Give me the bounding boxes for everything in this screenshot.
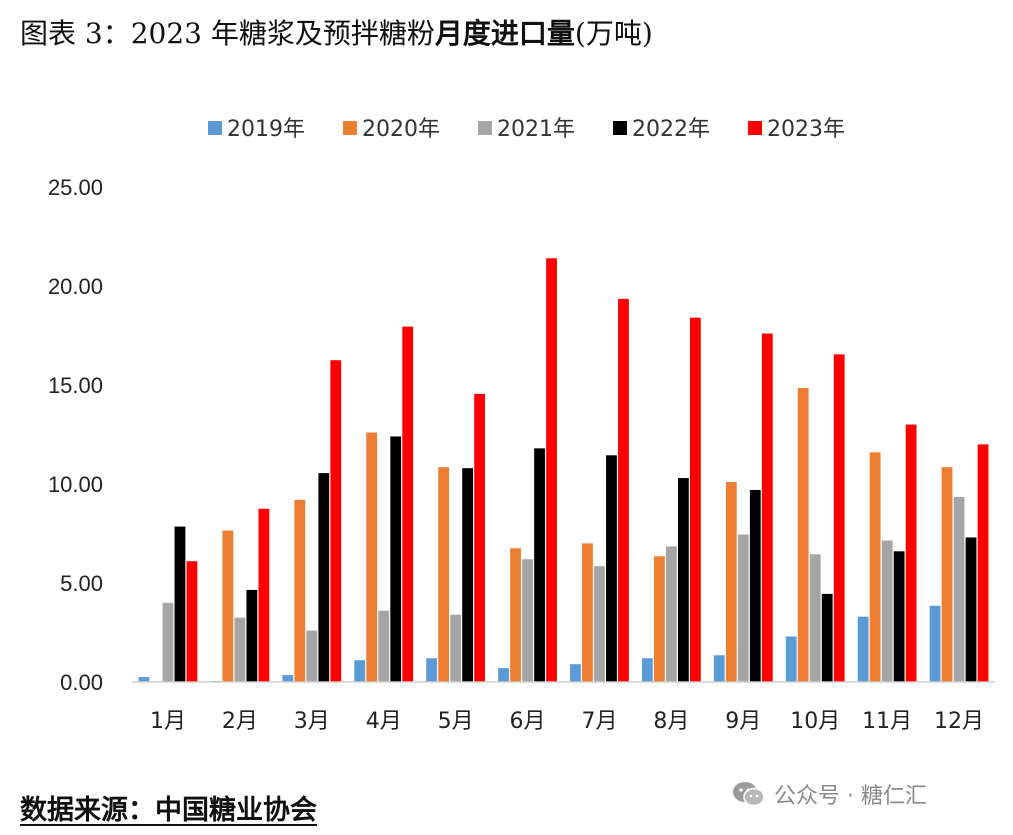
bar-2022年-9月 [749,489,761,682]
bar-2019年-3月 [282,675,294,682]
x-tick-label: 9月 [725,709,761,734]
x-tick-label: 6月 [510,709,546,734]
title-bold: 月度进口量 [434,17,575,50]
x-tick-label: 10月 [790,709,840,734]
bar-2023年-4月 [402,326,414,682]
bar-2022年-1月 [174,526,186,682]
title-suffix: (万吨) [574,17,653,50]
wechat-icon [733,782,765,807]
bar-2020年-5月 [438,467,450,682]
y-tick-label: 0.00 [60,670,103,695]
bar-2023年-8月 [689,317,701,682]
bar-2023年-10月 [833,354,845,682]
page-title: 图表 3：2023 年糖浆及预拌糖粉月度进口量(万吨) [20,12,653,52]
bar-2021年-12月 [953,496,965,682]
legend-label: 2021年 [497,117,575,142]
legend-label: 2019年 [227,117,305,142]
bar-2023年-1月 [186,561,198,682]
bar-2020年-6月 [510,548,521,682]
bar-2022年-7月 [606,455,617,682]
bar-2019年-4月 [354,660,366,682]
bar-2019年-11月 [857,616,869,682]
bar-2021年-10月 [809,554,821,682]
x-tick-label: 5月 [438,709,474,734]
bar-2023年-9月 [761,333,773,682]
x-tick-label: 11月 [862,709,912,734]
y-tick-label: 20.00 [48,274,103,299]
bar-2023年-2月 [258,508,270,682]
y-tick-label: 5.00 [60,571,103,596]
legend-swatch-2023年 [748,121,762,135]
bar-2021年-1月 [162,602,174,682]
bar-2021年-7月 [594,566,605,682]
bar-2019年-7月 [570,664,581,682]
bar-2021年-6月 [522,559,533,682]
bar-2023年-7月 [618,298,629,682]
bar-2021年-2月 [234,617,246,682]
bar-2020年-3月 [294,499,306,682]
bar-2019年-6月 [498,668,509,682]
bar-2020年-7月 [582,543,593,682]
bar-2023年-11月 [905,424,917,682]
legend: 2019年 2020年 2021年 2022年 2023年 [208,117,845,142]
title-prefix: 图表 3：2023 年糖浆及预拌糖粉 [20,17,435,50]
x-tick-label: 4月 [366,709,402,734]
bar-2022年-8月 [677,478,689,682]
legend-swatch-2020年 [343,121,357,135]
bar-2022年-11月 [893,551,905,682]
bar-2022年-3月 [318,473,330,682]
legend-swatch-2021年 [478,121,492,135]
x-tick-label: 3月 [294,709,330,734]
bar-2021年-4月 [378,610,390,682]
legend-label: 2022年 [632,117,710,142]
legend-swatch-2022年 [613,121,627,135]
x-tick-label: 12月 [934,709,984,734]
bar-2019年-10月 [785,636,797,682]
bar-2022年-4月 [390,436,402,682]
bar-2022年-5月 [462,468,474,682]
bar-2022年-6月 [534,448,545,682]
bar-2023年-3月 [330,360,342,682]
bar-2021年-8月 [665,546,677,682]
x-tick-label: 8月 [653,709,689,734]
bar-chart: 2019年 2020年 2021年 2022年 2023年 0.00 5.00 10.00 1… [48,117,995,734]
bar-2020年-9月 [725,482,737,682]
bar-2020年-10月 [797,387,809,682]
y-tick-label: 15.00 [48,373,103,398]
bar-2020年-12月 [941,467,953,682]
bar-2019年-8月 [641,658,653,682]
bar-2021年-5月 [450,614,462,682]
bars [138,258,989,682]
legend-swatch-2019年 [208,121,222,135]
bar-2022年-2月 [246,589,258,682]
bar-2021年-11月 [881,540,893,682]
bar-2019年-5月 [426,658,438,682]
bar-2020年-8月 [653,556,665,682]
watermark-text: 公众号 · 糖仁汇 [774,784,927,809]
bar-2019年-12月 [929,605,941,682]
x-tick-label: 1月 [150,709,186,734]
data-source: 数据来源：中国糖业协会 [20,795,317,826]
bar-2021年-3月 [306,630,318,682]
bar-2023年-12月 [977,444,989,682]
y-axis: 0.00 5.00 10.00 15.00 20.00 25.00 [48,175,103,695]
bar-2019年-1月 [138,677,150,682]
legend-label: 2020年 [362,117,440,142]
bar-2020年-4月 [366,432,378,682]
bar-2019年-9月 [713,655,725,682]
bar-2022年-10月 [821,593,833,682]
x-tick-label: 7月 [581,709,617,734]
bar-2023年-5月 [474,393,486,682]
bar-2022年-12月 [965,537,977,682]
watermark: 公众号 · 糖仁汇 [732,778,927,810]
bar-2020年-2月 [222,530,234,682]
y-tick-label: 25.00 [48,175,103,200]
bar-2021年-9月 [737,534,749,682]
bar-2020年-11月 [869,452,881,682]
bar-2023年-6月 [546,258,557,682]
x-axis: 1月 2月 3月 4月 5月 6月 7月 8月 9月 10月 11月 12月 [132,681,995,734]
x-tick-label: 2月 [222,709,258,734]
legend-label: 2023年 [767,117,845,142]
y-tick-label: 10.00 [48,472,103,497]
